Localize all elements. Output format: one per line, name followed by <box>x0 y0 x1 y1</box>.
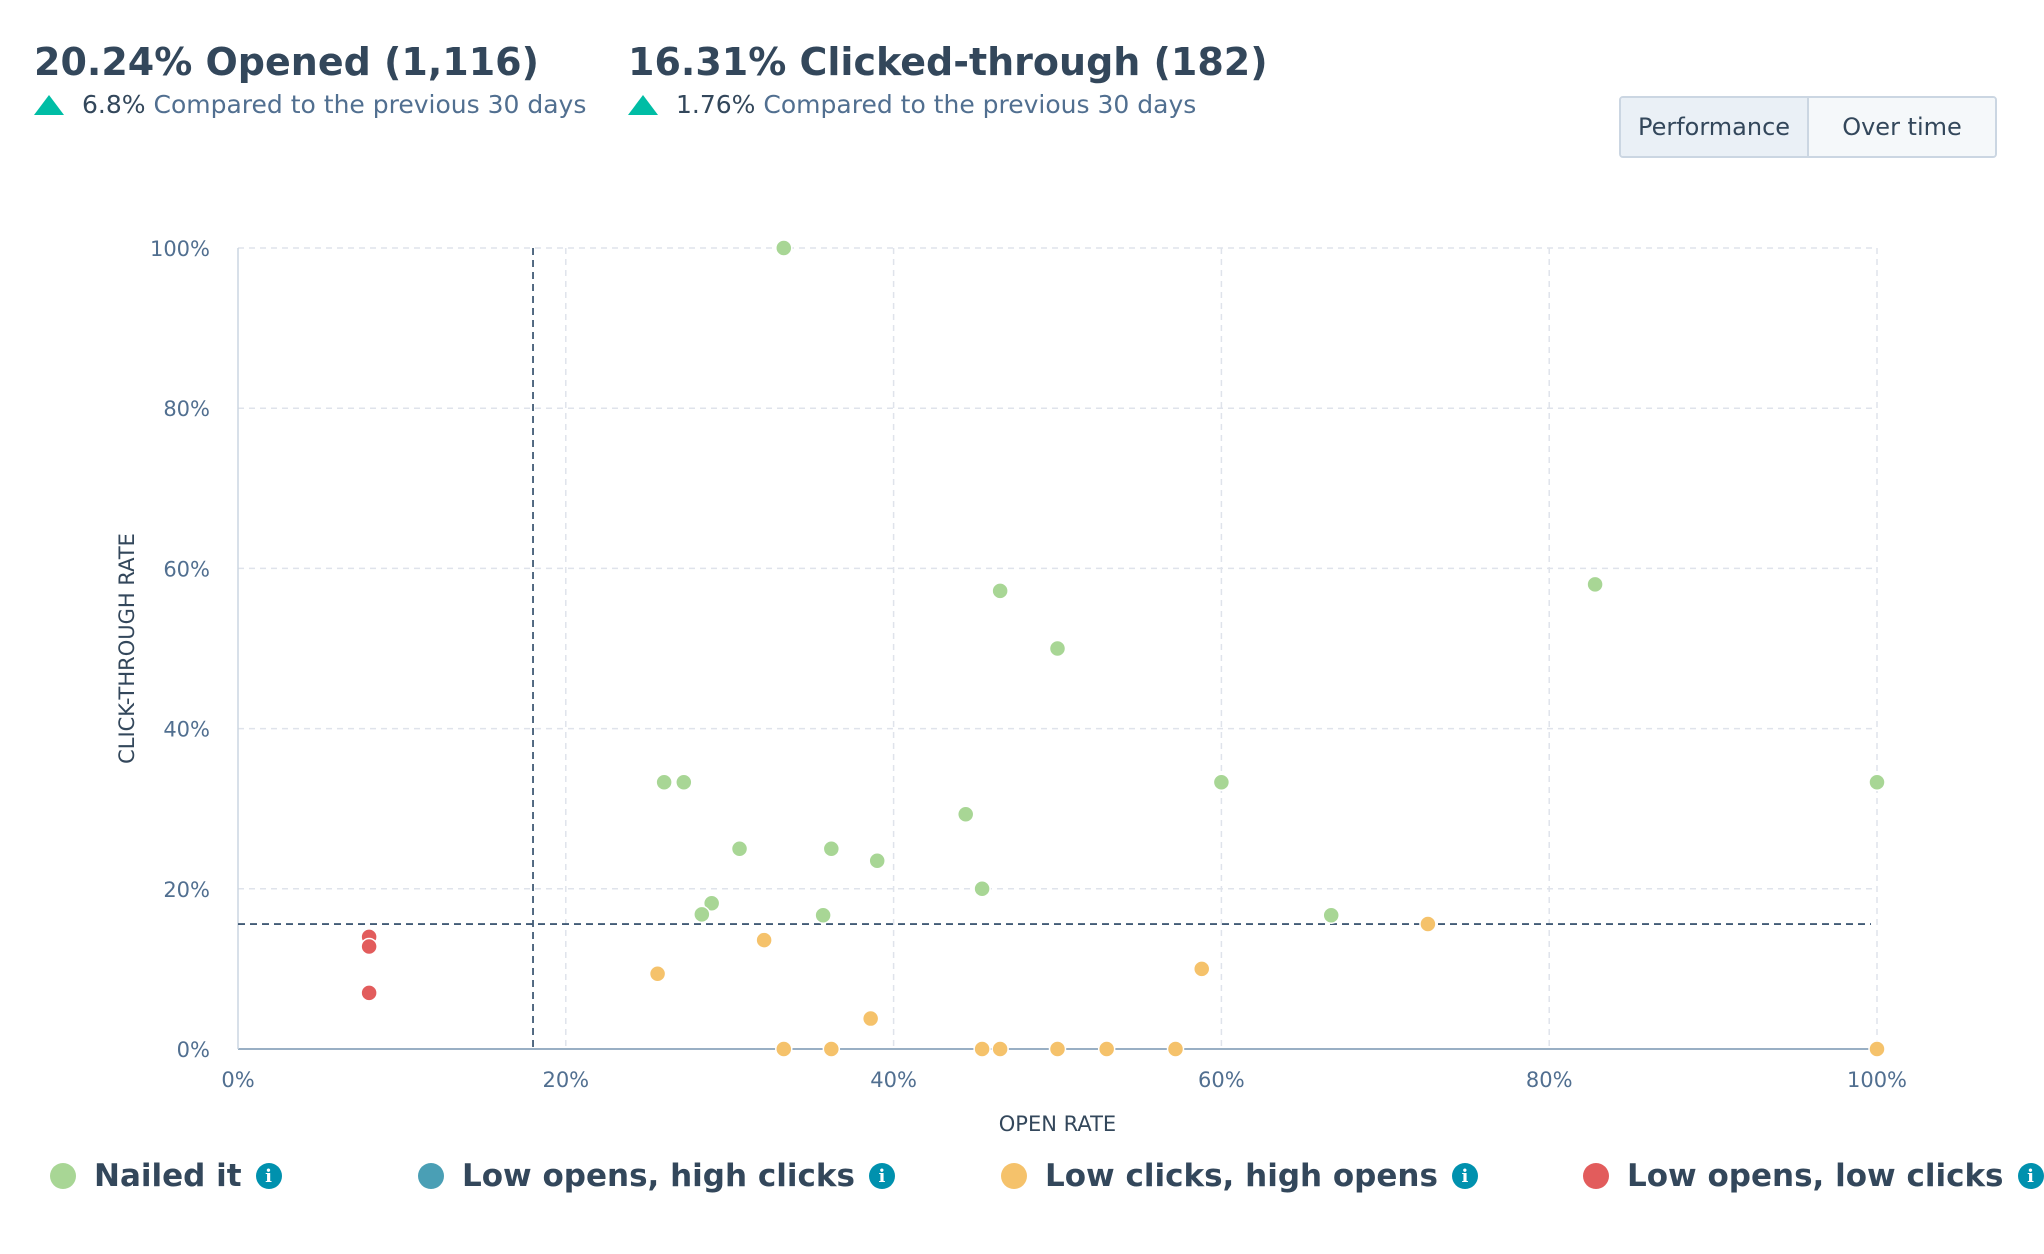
data-point <box>1419 915 1437 933</box>
data-point <box>1166 1040 1185 1058</box>
x-axis-title: OPEN RATE <box>999 1112 1116 1136</box>
y-tick-label: 0% <box>177 1038 210 1062</box>
legend-label: Nailed it <box>94 1158 242 1194</box>
legend-label: Low opens, low clicks <box>1627 1158 2004 1194</box>
y-tick-label: 80% <box>163 397 210 421</box>
clicked-title: 16.31% Clicked-through (182) <box>628 40 1268 84</box>
x-tick-label: 80% <box>1526 1068 1573 1092</box>
legend-item-nailed-it: Nailed it i <box>50 1158 282 1194</box>
legend-dot <box>1001 1163 1027 1189</box>
legend-label: Low clicks, high opens <box>1045 1158 1438 1194</box>
opened-metric: 20.24% Opened (1,116) 6.8% Compared to t… <box>34 36 586 119</box>
info-icon[interactable]: i <box>255 1163 282 1189</box>
x-tick-label: 0% <box>221 1068 254 1092</box>
x-tick-label: 100% <box>1847 1068 1907 1092</box>
data-point <box>775 239 793 257</box>
data-point <box>868 852 886 870</box>
clicked-change: 1.76% Compared to the previous 30 days <box>628 90 1268 119</box>
x-tick-label: 60% <box>1198 1068 1245 1092</box>
x-tick-label: 40% <box>870 1068 917 1092</box>
data-point <box>861 1009 880 1028</box>
data-point <box>360 984 378 1002</box>
data-point <box>693 905 711 924</box>
legend-label: Low opens, high clicks <box>462 1158 855 1194</box>
data-point <box>775 1040 793 1058</box>
opened-title: 20.24% Opened (1,116) <box>34 40 539 84</box>
data-point <box>755 931 773 949</box>
y-tick-label: 20% <box>163 878 210 902</box>
data-point <box>675 773 693 792</box>
y-axis-title: CLICK-THROUGH RATE <box>115 533 139 764</box>
opened-change-value: 6.8% <box>82 90 146 119</box>
scatter-chart: 0% 20% 40% 60% 80% 100% 0% 20% 40% 60% 80% 100% OPEN… <box>115 237 1907 1136</box>
legend-dot <box>418 1163 444 1189</box>
data-point <box>991 1040 1009 1058</box>
data-point <box>1192 960 1211 978</box>
legend-item-low-clicks-high-opens: Low clicks, high opens i <box>1001 1158 1478 1194</box>
legend-item-low-opens-low-clicks: Low opens, low clicks i <box>1583 1158 2044 1194</box>
performance-button[interactable]: Performance <box>1621 98 1809 156</box>
data-point <box>822 1040 841 1058</box>
data-point <box>655 773 673 792</box>
info-icon[interactable]: i <box>1451 1163 1478 1189</box>
x-tick-label: 20% <box>542 1068 589 1092</box>
data-point <box>1322 906 1340 924</box>
up-arrow-icon <box>628 94 658 115</box>
clicked-change-value: 1.76% <box>676 90 756 119</box>
data-point <box>991 582 1009 600</box>
view-toggle: Performance Over time <box>1619 96 1997 158</box>
data-point <box>1868 1040 1886 1058</box>
data-point <box>822 840 841 858</box>
data-point <box>1586 575 1604 594</box>
y-tick-label: 40% <box>163 718 210 742</box>
data-point <box>1097 1040 1116 1058</box>
clicked-metric: 16.31% Clicked-through (182) 1.76% Compa… <box>628 36 1268 119</box>
data-point <box>730 840 749 858</box>
data-point <box>1868 773 1886 792</box>
legend-dot <box>50 1163 76 1189</box>
data-point <box>973 1040 991 1058</box>
data-point <box>360 937 378 956</box>
info-icon[interactable]: i <box>868 1163 895 1189</box>
data-point <box>973 880 991 898</box>
data-point <box>648 964 667 983</box>
data-point <box>702 894 721 912</box>
opened-compare-text: Compared to the previous 30 days <box>153 90 587 119</box>
info-icon[interactable]: i <box>2017 1163 2044 1189</box>
y-tick-label: 60% <box>163 557 210 581</box>
legend-dot <box>1583 1163 1609 1189</box>
clicked-compare-text: Compared to the previous 30 days <box>763 90 1197 119</box>
legend-item-low-opens-high-clicks: Low opens, high clicks i <box>418 1158 895 1194</box>
data-point <box>956 805 975 824</box>
data-point <box>1212 773 1231 792</box>
data-point <box>814 906 832 924</box>
data-point <box>1048 639 1067 658</box>
opened-change: 6.8% Compared to the previous 30 days <box>34 90 586 119</box>
y-tick-label: 100% <box>150 237 210 261</box>
over-time-button[interactable]: Over time <box>1809 98 1995 156</box>
up-arrow-icon <box>34 94 64 115</box>
data-point <box>1048 1040 1067 1058</box>
legend: Nailed it i Low opens, high clicks i Low… <box>0 1158 2044 1202</box>
